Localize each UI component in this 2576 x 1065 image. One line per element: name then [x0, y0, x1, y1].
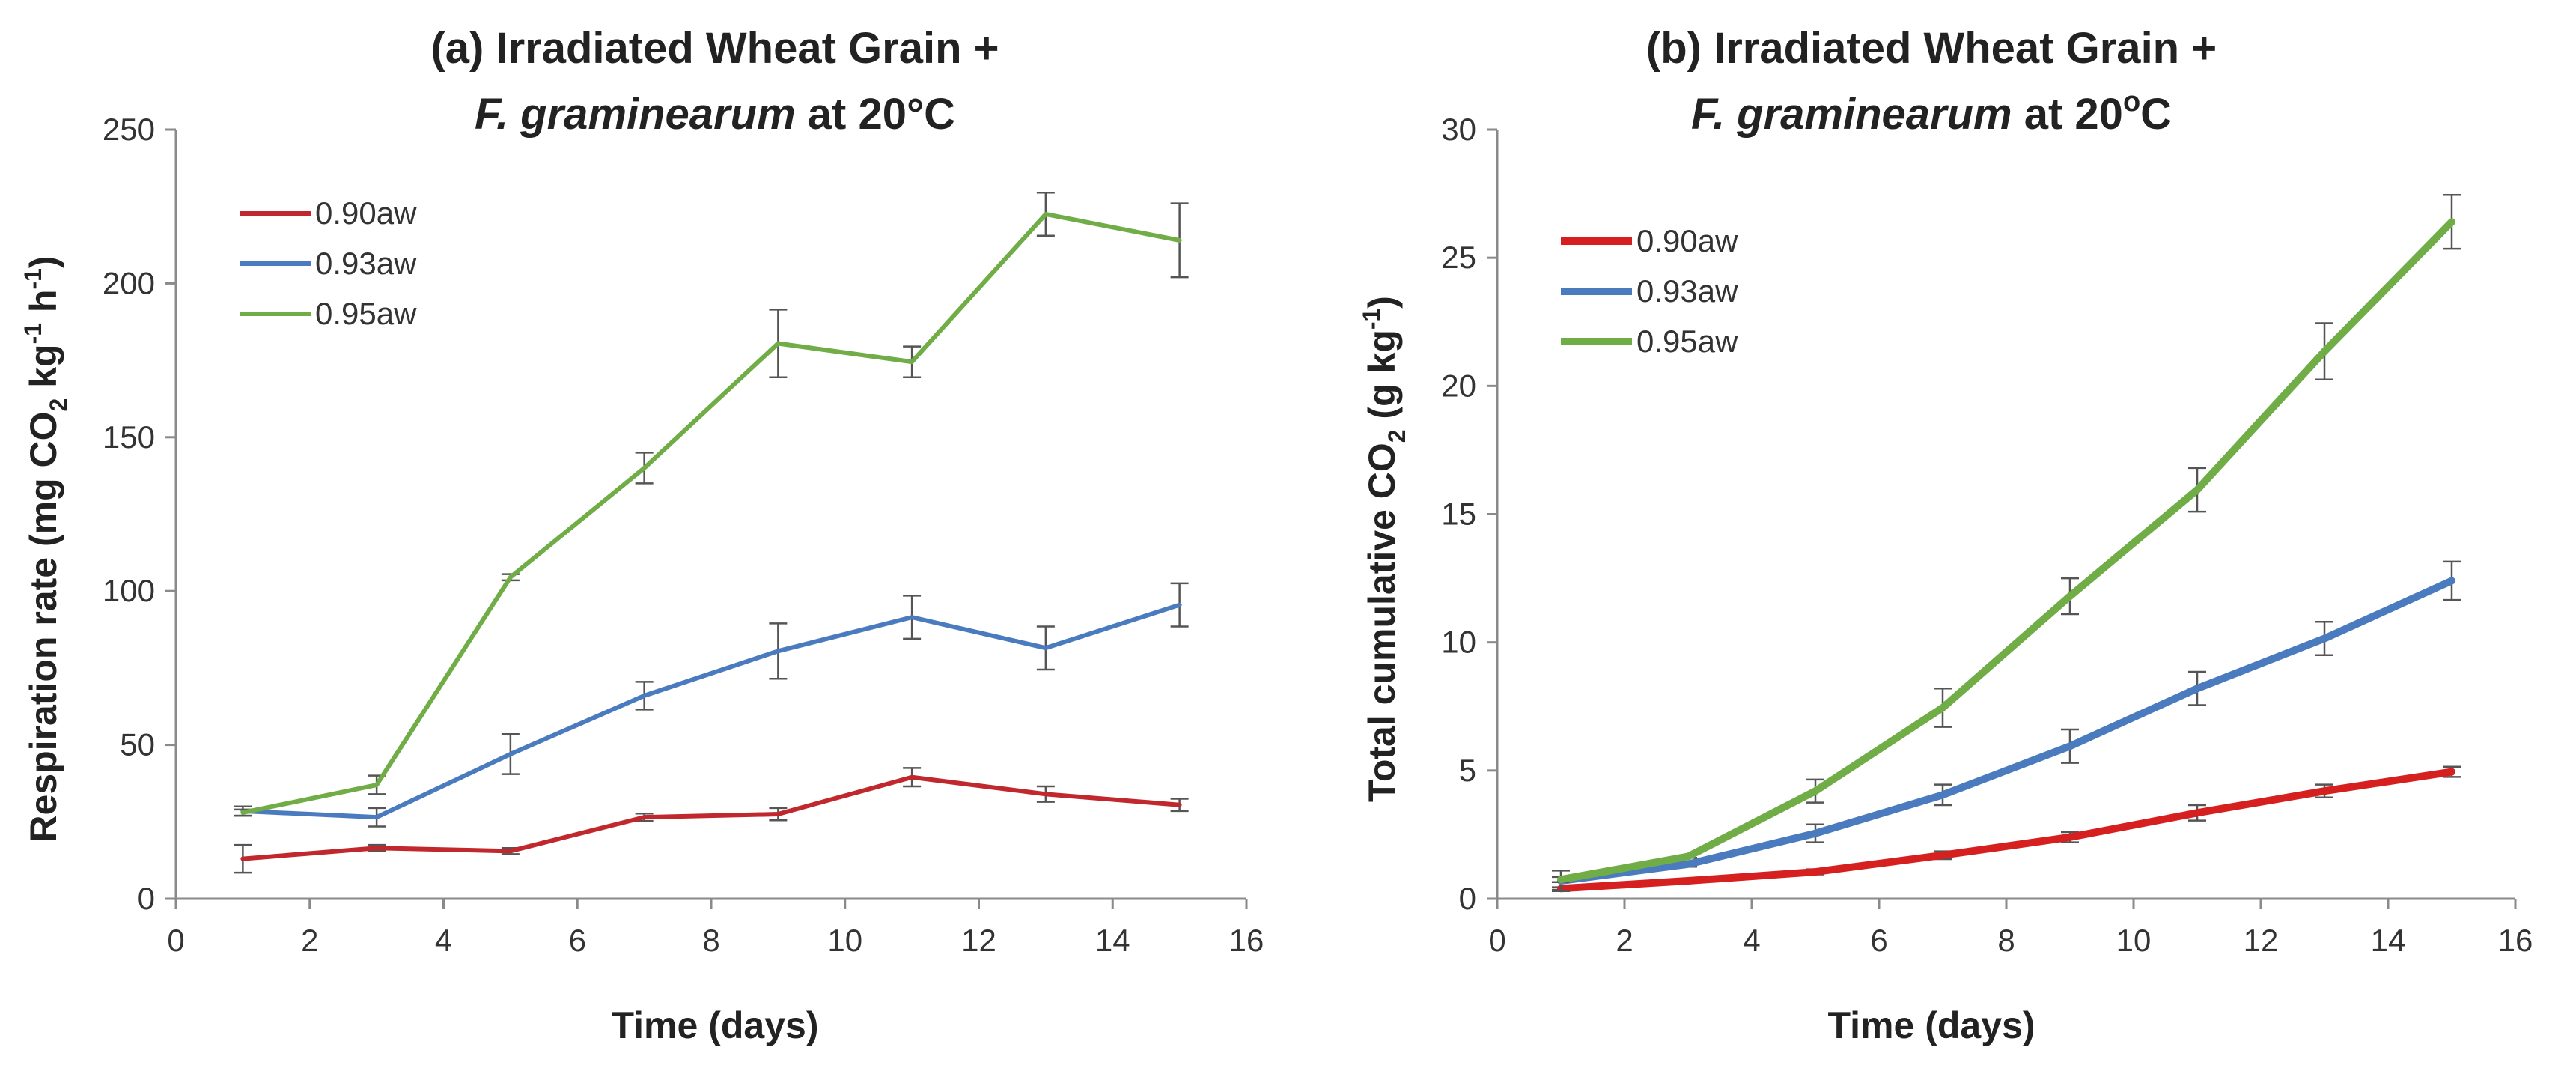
panel-a-x-tick-label: 8: [702, 923, 719, 958]
panel-a-y-tick-label: 200: [103, 265, 155, 300]
panel-b-legend-label-093aw: 0.93aw: [1636, 273, 1738, 309]
panel-a-y-tick-label: 250: [103, 112, 155, 147]
panel-a-x-tick-label: 6: [569, 923, 586, 958]
panel-b-series-095aw: [1552, 194, 2461, 884]
panel-a-series-095aw-line: [240, 211, 1182, 815]
panel-a-x-tick-label: 16: [1229, 923, 1264, 958]
panel-a-y-tick-label: 50: [120, 727, 155, 762]
panel-a-x-tick-label: 4: [435, 923, 452, 958]
panel-b-y-tick-label: 0: [1459, 881, 1476, 916]
panel-a-legend-label-090aw: 0.90aw: [315, 195, 417, 231]
panel-b-legend-label-090aw: 0.90aw: [1636, 223, 1738, 258]
panel-a-series-090aw: [234, 767, 1189, 874]
panel-b-series-093aw: [1552, 560, 2461, 892]
panel-a-y-tick-label: 0: [138, 881, 155, 916]
panel-b-legend-label-095aw: 0.95aw: [1636, 324, 1738, 359]
panel-a-y-tick-label: 150: [103, 419, 155, 455]
panel-b-plot-area: 0 5 10 15 20 25 30 0 2 4 6 8 10 12 14 16 0.90aw 0.93aw 0.9…: [1441, 112, 2533, 958]
panel-a-x-tick-label: 0: [167, 923, 184, 958]
panel-a-series-093aw-line: [240, 602, 1182, 820]
panel-a-x-tick-label: 12: [961, 923, 996, 958]
panel-b-series-095aw-line: [1557, 218, 2455, 884]
panel-a-y-tick-label: 100: [103, 573, 155, 608]
panel-b-x-tick-label: 4: [1743, 923, 1760, 958]
panel-a-x-tick-label: 10: [827, 923, 862, 958]
panel-b-x-tick-label: 14: [2371, 923, 2406, 958]
panel-b-title-line1: (b) Irradiated Wheat Grain +: [1646, 24, 2217, 73]
panel-b-cumulative-co2: (b) Irradiated Wheat Grain + F. graminea…: [1358, 24, 2533, 1046]
panel-a-plot-area: 0 50 100 150 200 250 0 2 4 6 8 10 12 14 16 0.90aw 0.93aw…: [103, 112, 1264, 958]
panel-b-x-tick-label: 10: [2116, 923, 2152, 958]
panel-b-y-tick-label: 30: [1441, 112, 1476, 147]
panel-a-title-line1: (a) Irradiated Wheat Grain +: [430, 24, 999, 73]
panel-b-title-line2: F. graminearum at 20oC: [1691, 86, 2172, 139]
panel-a-x-tick-label: 2: [301, 923, 318, 958]
panel-b-y-tick-label: 25: [1441, 240, 1476, 275]
panel-b-y-axis-label: Total cumulative CO2 (g kg-1): [1358, 296, 1410, 802]
panel-a-x-tick-label: 14: [1095, 923, 1130, 958]
panel-a-legend-label-095aw: 0.95aw: [315, 296, 417, 331]
panel-a-series-090aw-line: [240, 774, 1182, 861]
panel-b-x-tick-label: 0: [1488, 923, 1505, 958]
panel-b-y-tick-label: 20: [1441, 368, 1476, 403]
panel-b-y-tick-label: 15: [1441, 497, 1476, 532]
panel-b-x-axis-label: Time (days): [1828, 1004, 2035, 1046]
panel-b-series-093aw-line: [1557, 577, 2455, 885]
panel-b-x-tick-label: 16: [2498, 923, 2533, 958]
panel-a-series-095aw: [234, 191, 1189, 817]
panel-b-x-tick-label: 8: [1997, 923, 2015, 958]
panel-b-y-tick-label: 10: [1441, 625, 1476, 660]
panel-b-x-tick-label: 6: [1870, 923, 1887, 958]
panel-a-x-axis-label: Time (days): [612, 1004, 819, 1046]
panel-a-legend-label-093aw: 0.93aw: [315, 246, 417, 281]
panel-b-x-tick-label: 2: [1616, 923, 1633, 958]
panel-b-series-090aw-line: [1557, 768, 2455, 893]
panel-a-series-093aw: [234, 582, 1189, 828]
panel-a-y-axis-label: Respiration rate (mg CO2 kg-1 h-1): [19, 255, 72, 842]
panel-a-respiration-rate: (a) Irradiated Wheat Grain + F. graminea…: [19, 24, 1264, 1046]
panel-b-y-tick-label: 5: [1459, 753, 1476, 788]
panel-a-title-line2: F. graminearum at 20°C: [475, 90, 955, 139]
panel-b-series-090aw: [1552, 765, 2461, 893]
panel-b-x-tick-label: 12: [2244, 923, 2279, 958]
